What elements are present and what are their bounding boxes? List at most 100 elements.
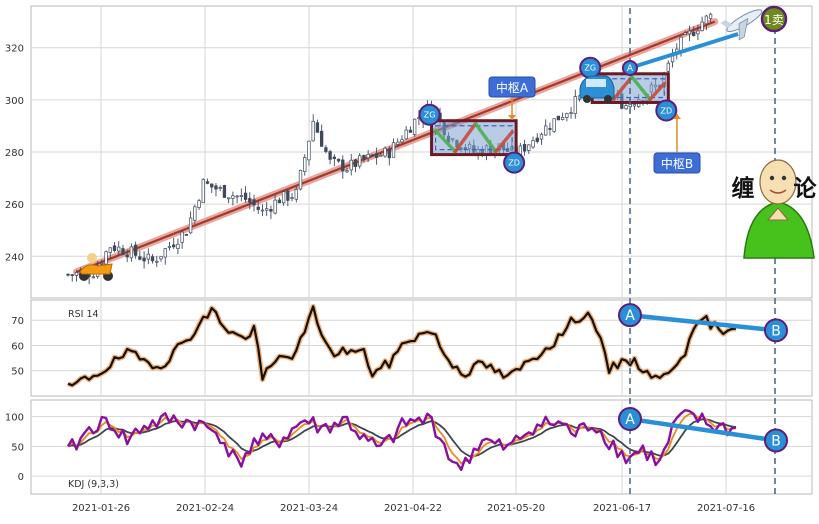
candle [319,130,324,147]
rsi-line [67,305,737,387]
candle [374,153,379,158]
candle [324,147,328,152]
candle [121,248,125,255]
rsi-point-b-circle [764,318,788,343]
kdj-y-tick-label: 50 [11,442,24,453]
kdj-j-line [66,409,737,471]
mascot-text-right: 论 [794,175,818,202]
candle [687,30,692,35]
candle [210,183,214,188]
car-wheel [604,95,612,103]
candle [256,206,260,210]
candle [193,206,197,221]
candle [231,195,235,199]
candle [138,256,142,260]
candle [100,262,104,265]
candle [522,144,527,152]
candle [108,247,112,253]
pivot-arrow-head [673,114,681,119]
candle [700,21,704,32]
candle [366,153,370,159]
scooter-rider [87,253,97,263]
kdj-point-b-circle [764,428,788,453]
kdj-divergence-line [629,416,777,443]
kdj-point-a-label: A [625,412,635,428]
mascot-eye [769,175,775,181]
candle [708,13,713,19]
candle [349,159,353,171]
airplane-icon [720,9,763,41]
pivot-zg-1-label: ZG [584,64,596,73]
candle [286,190,290,201]
candle [396,141,400,145]
candle [70,274,74,276]
candle [146,253,150,260]
candle [556,115,561,121]
car-wheel [583,95,591,103]
candle [226,197,231,200]
sell-marker-label: 1卖 [764,13,784,27]
candle [332,156,336,160]
candle [205,181,210,184]
zigzag-stroke [630,75,652,102]
car-icon [579,75,615,103]
candle [281,191,286,204]
pivot-zg-0-label: ZG [424,111,436,120]
candle [277,199,282,204]
scooter-icon [79,253,113,281]
rsi-point-a-circle [618,303,642,328]
candle [112,245,117,251]
candle [336,158,341,162]
price-y-tick-label: 320 [5,44,24,55]
candle [692,32,696,36]
zigzag-stroke [453,121,478,154]
pivot-zd-1-circle [655,99,678,122]
pivot-arrow-head [508,115,516,120]
candle [235,195,239,198]
candle [358,155,362,167]
rsi-point-a-label: A [625,308,635,324]
zigzag-stroke [611,75,634,102]
rsi-divergence-line [629,312,777,333]
x-tick-label: 2021-02-24 [176,503,234,514]
price-y-tick-label: 300 [5,96,24,107]
candle [552,118,556,132]
kdj-title: KDJ (9,3,3) [68,479,119,490]
pivot-zd-0-label: ZD [508,158,520,167]
candle [273,199,277,214]
zigzag-stroke [433,128,457,154]
candle [218,187,222,189]
candle [167,246,172,248]
candle [391,142,396,158]
candle [560,116,565,120]
rsi-y-tick-label: 50 [11,367,24,378]
zigzag-stroke [494,130,514,154]
price-point-a-label: A [627,64,634,74]
candle [628,103,632,108]
candle [188,217,193,234]
candle [294,189,298,200]
candle [624,105,628,110]
candle [91,276,96,279]
price-y-tick-label: 280 [5,148,24,159]
candle [172,244,176,248]
candle [222,185,227,198]
candle [66,273,70,276]
candle [362,155,366,160]
candle [531,140,535,148]
car-window [586,79,606,87]
candle [201,179,205,203]
pivot-label-text: 中枢B [661,156,693,171]
rsi-panel-frame [30,299,813,397]
candle [535,137,539,142]
candle [315,122,320,133]
candle [387,148,391,159]
candle [129,246,134,259]
rsi-y-tick-label: 60 [11,341,24,352]
candle [142,257,146,262]
rsi-point-b-label: B [771,323,781,339]
candle [252,199,256,206]
candle [260,209,265,212]
pivot-inner-dash [434,125,513,151]
